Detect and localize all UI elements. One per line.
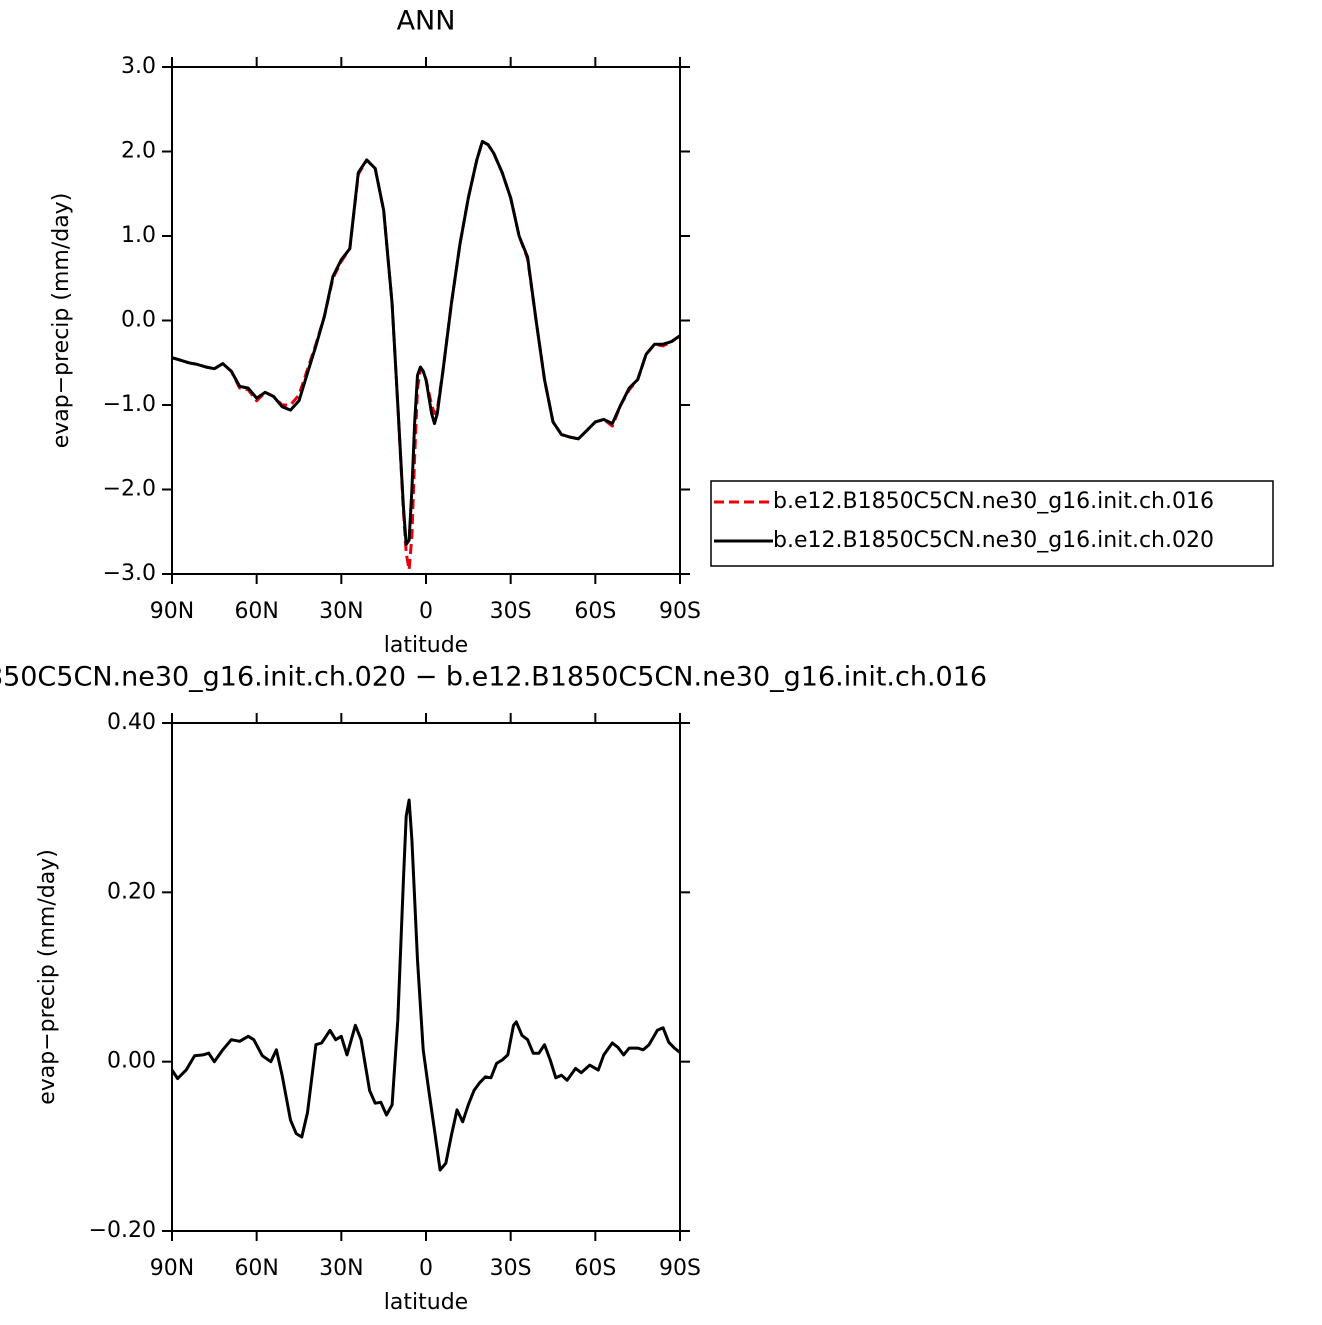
- x-tick-label: 60S: [574, 599, 616, 624]
- x-tick-label: 0: [419, 599, 433, 624]
- y-tick-label: 0.0: [121, 308, 156, 333]
- plot-frame: [171, 722, 681, 1232]
- y-tick-label: 0.40: [107, 710, 156, 735]
- y-tick-label: 0.20: [107, 879, 156, 904]
- y-tick-label: −0.20: [89, 1218, 156, 1243]
- series-line: [170, 798, 681, 1172]
- x-tick-label: 0: [419, 1256, 433, 1281]
- chart-title: b.e12.B1850C5CN.ne30_g16.init.ch.020 − b…: [0, 662, 987, 693]
- plot-frame: [171, 66, 681, 575]
- x-axis-label: latitude: [384, 1290, 468, 1315]
- x-axis-label: latitude: [384, 633, 468, 658]
- x-tick-label: 30S: [490, 1256, 532, 1281]
- y-tick-label: 0.00: [107, 1049, 156, 1074]
- chart-title: ANN: [397, 6, 456, 37]
- x-tick-label: 30S: [490, 599, 532, 624]
- x-tick-label: 90N: [150, 599, 194, 624]
- x-tick-label: 90S: [659, 1256, 701, 1281]
- y-tick-label: −3.0: [103, 561, 156, 586]
- y-axis-label: evap−precip (mm/day): [35, 849, 60, 1105]
- y-tick-label: 2.0: [121, 139, 156, 164]
- y-axis-label: evap−precip (mm/day): [49, 193, 74, 449]
- series-line: [171, 139, 681, 572]
- x-tick-label: 60S: [574, 1256, 616, 1281]
- x-tick-label: 60N: [234, 599, 278, 624]
- x-tick-label: 60N: [234, 1256, 278, 1281]
- x-tick-label: 30N: [319, 599, 363, 624]
- y-tick-label: −1.0: [103, 392, 156, 417]
- legend-label: b.e12.B1850C5CN.ne30_g16.init.ch.020: [773, 528, 1214, 553]
- legend-label: b.e12.B1850C5CN.ne30_g16.init.ch.016: [773, 489, 1214, 514]
- legend-box: [710, 480, 1274, 567]
- x-tick-label: 30N: [319, 1256, 363, 1281]
- y-tick-label: 1.0: [121, 223, 156, 248]
- series-line: [171, 139, 681, 546]
- y-tick-label: 3.0: [121, 54, 156, 79]
- x-tick-label: 90N: [150, 1256, 194, 1281]
- y-tick-label: −2.0: [103, 477, 156, 502]
- x-tick-label: 90S: [659, 599, 701, 624]
